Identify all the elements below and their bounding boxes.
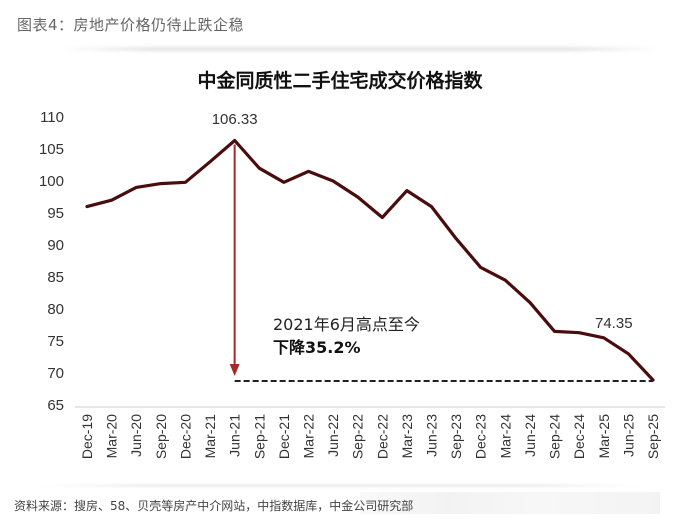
source-note: 资料来源：搜房、58、贝壳等房产中介网站，中指数据库，中金公司研究部 xyxy=(14,499,414,513)
y-tick-label: 85 xyxy=(47,269,64,286)
top-divider xyxy=(60,47,660,51)
x-tick-label: Jun-23 xyxy=(424,414,440,457)
figure-caption: 图表4：房地产价格仍待止跌企稳 xyxy=(17,16,245,34)
annotation-text: 2021年6月高点至今 xyxy=(273,315,420,334)
x-axis: Dec-19 Mar-20 Jun-20 Sep-20 Dec-20 Mar-21 Jun-… xyxy=(79,414,661,459)
x-tick-label: Sep-25 xyxy=(645,414,661,459)
x-tick-label: Dec-22 xyxy=(374,414,390,459)
latest-value-label: 74.35 xyxy=(595,315,633,332)
x-tick-label: Dec-19 xyxy=(79,414,95,459)
x-tick-label: Mar-25 xyxy=(596,414,612,459)
decline-arrow xyxy=(229,144,240,377)
y-tick-label: 100 xyxy=(39,173,64,190)
x-tick-label: Sep-23 xyxy=(448,414,464,459)
y-axis: 110 105 100 95 90 85 80 75 70 65 xyxy=(39,109,64,414)
y-tick-label: 110 xyxy=(40,109,64,126)
annotation-decline-text: 下降35.2% xyxy=(273,338,361,357)
x-tick-label: Jun-22 xyxy=(325,414,341,457)
watermark-blur xyxy=(360,492,660,514)
y-tick-label: 65 xyxy=(47,397,64,414)
x-tick-label: Mar-20 xyxy=(104,414,120,459)
y-tick-label: 80 xyxy=(47,301,64,318)
price-index-line xyxy=(85,138,655,382)
x-tick-label: Jun-25 xyxy=(620,414,636,457)
y-tick-label: 70 xyxy=(47,365,64,382)
x-tick-label: Sep-24 xyxy=(547,414,563,459)
x-tick-label: Jun-21 xyxy=(227,414,243,457)
x-tick-label: Jun-24 xyxy=(522,414,538,457)
y-tick-label: 75 xyxy=(47,333,64,350)
x-tick-label: Sep-22 xyxy=(350,414,366,459)
chart-title: 中金同质性二手住宅成交价格指数 xyxy=(197,70,483,92)
bottom-divider xyxy=(40,484,640,487)
x-tick-label: Dec-21 xyxy=(276,414,292,459)
x-tick-label: Dec-23 xyxy=(473,414,489,459)
y-tick-label: 95 xyxy=(47,205,64,222)
x-tick-label: Dec-24 xyxy=(571,414,587,459)
x-tick-label: Mar-23 xyxy=(399,414,415,459)
y-tick-label: 90 xyxy=(47,237,64,254)
x-tick-label: Mar-24 xyxy=(497,414,513,459)
x-tick-label: Mar-21 xyxy=(202,414,218,459)
y-tick-label: 105 xyxy=(39,141,64,158)
x-tick-label: Sep-21 xyxy=(251,414,267,459)
x-tick-label: Dec-20 xyxy=(177,414,193,459)
x-tick-label: Sep-20 xyxy=(153,414,169,459)
x-tick-label: Mar-22 xyxy=(300,414,316,459)
peak-value-label: 106.33 xyxy=(212,111,258,128)
x-tick-label: Jun-20 xyxy=(128,414,144,457)
